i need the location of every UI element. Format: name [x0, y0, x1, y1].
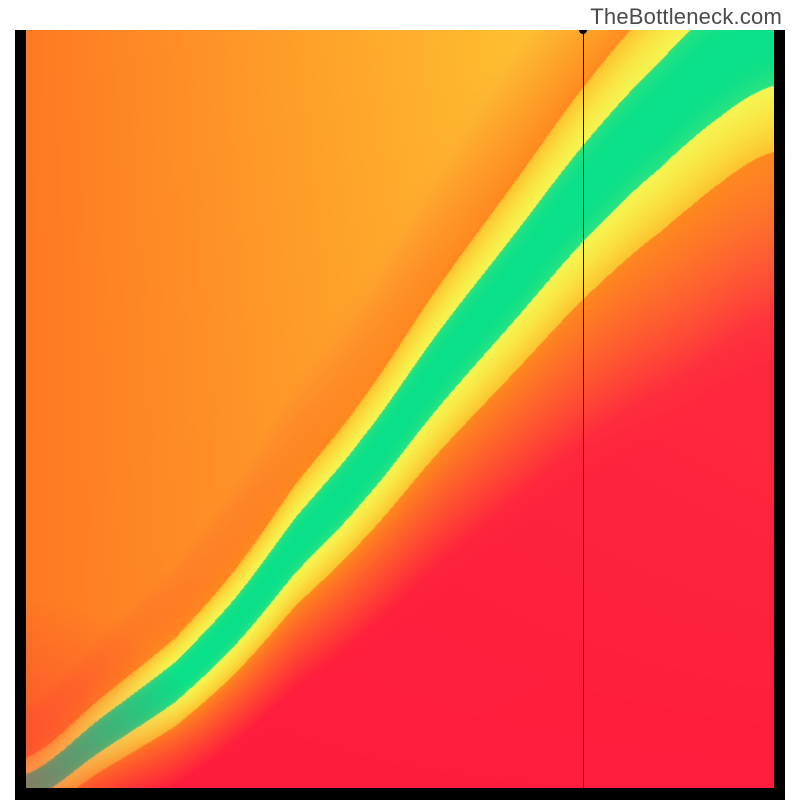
- root: TheBottleneck.com: [0, 0, 800, 800]
- plot-frame: [15, 30, 785, 800]
- reference-vertical-line: [583, 30, 584, 788]
- heatmap-canvas: [26, 30, 774, 788]
- watermark-label: TheBottleneck.com: [590, 4, 782, 30]
- plot-area: [26, 30, 774, 788]
